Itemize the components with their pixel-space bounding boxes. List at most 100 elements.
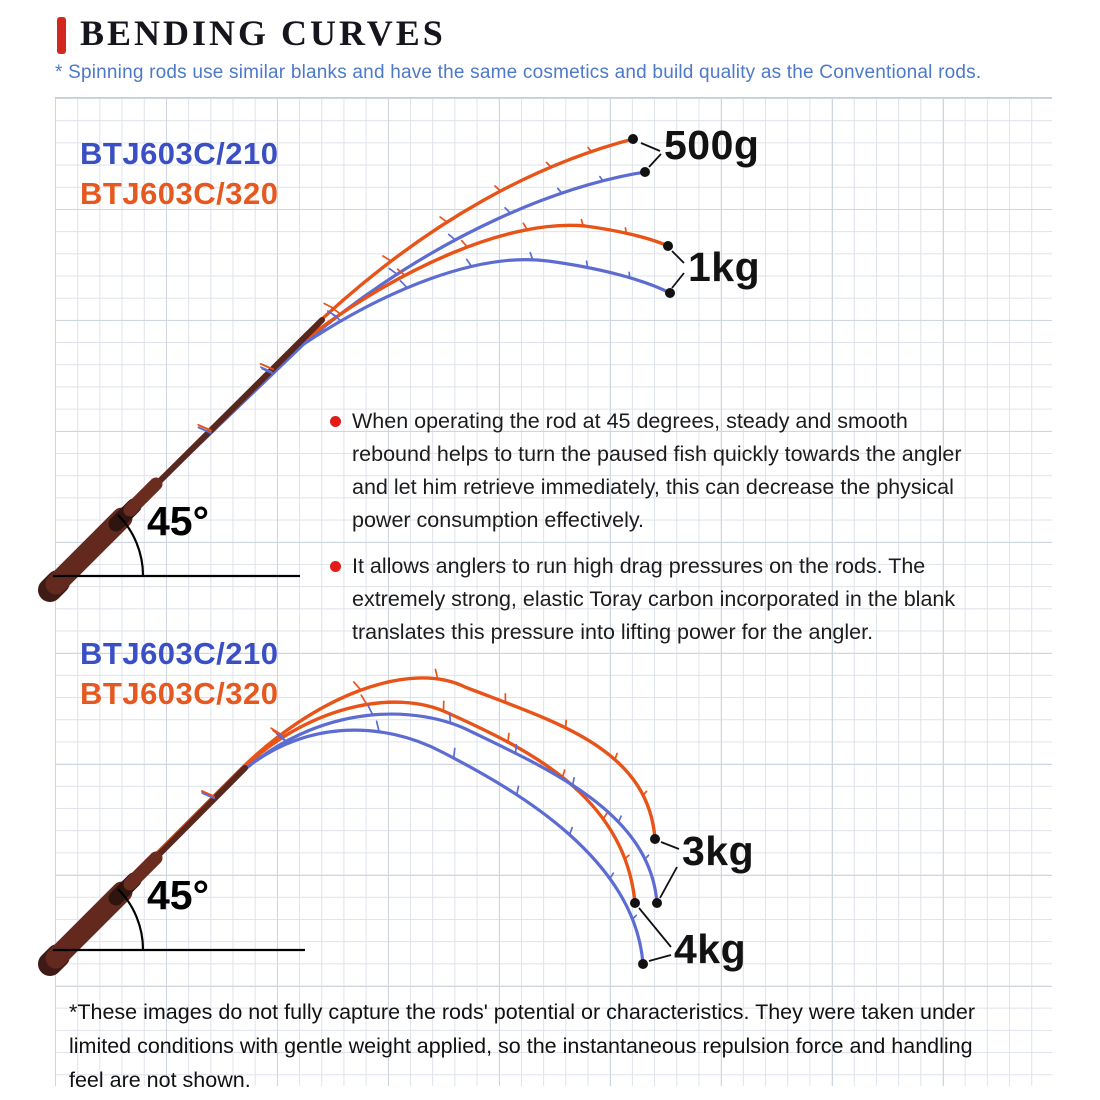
bullet-item: It allows anglers to run high drag press…: [330, 550, 1042, 649]
rod-guide-tick: [644, 854, 650, 860]
leader-3kg-orange: [660, 841, 680, 850]
rod-guide-tick: [504, 207, 512, 215]
rod-guide-tick: [330, 307, 342, 315]
title-accent-bar: [57, 17, 66, 54]
leader-4kg-orange: [638, 907, 672, 948]
rod-guide-tick: [270, 727, 283, 736]
rod-guide-tick: [529, 251, 534, 261]
rod-guide-tick: [608, 872, 615, 880]
leader-500g-orange: [640, 142, 661, 152]
rod-guide-tick: [260, 366, 273, 373]
leader-4kg-blue: [648, 954, 672, 962]
top-angle-label: 45°: [147, 498, 210, 544]
rod-guide-tick: [624, 854, 630, 860]
rod-guide-tick: [587, 146, 593, 153]
rod-guide-tick: [396, 268, 406, 277]
leader-500g-blue: [648, 153, 662, 168]
rod-guide-tick: [571, 777, 575, 787]
rod-guide-tick: [452, 747, 456, 759]
rod-guide-tick: [561, 769, 566, 779]
rod-guide-tick: [439, 216, 448, 223]
rod-guide-tick: [279, 733, 289, 745]
rod-guide-tick: [642, 790, 648, 797]
bottom-weight-label-3kg: 3kg: [682, 828, 755, 874]
tip-dot-blue-3kg: [652, 898, 662, 908]
rod-guide-tick: [580, 218, 585, 227]
rod-guide-tick: [494, 185, 502, 192]
top-curve-orange-500g: [138, 137, 635, 502]
bullet-item: When operating the rod at 45 degrees, st…: [330, 405, 1042, 537]
bottom-model-label-210: BTJ603C/210: [80, 636, 279, 671]
rod-guide-tick: [399, 280, 409, 289]
tip-dot-orange-4kg: [630, 898, 640, 908]
rod-guide-tick: [447, 233, 457, 241]
rod-guide-tick: [448, 712, 452, 724]
bullet-marker: [330, 561, 341, 572]
rod-guide-tick: [388, 267, 398, 276]
page-title: BENDING CURVES: [80, 13, 446, 53]
bottom-curve-blue-3kg: [138, 712, 659, 905]
rod-guide-tick: [434, 668, 439, 680]
rod-guide-tick: [568, 826, 574, 836]
tip-dot-blue-4kg: [638, 959, 648, 969]
top-curve-orange-1kg: [138, 223, 670, 503]
top-curve-blue-1kg: [138, 258, 672, 504]
rod-guide-tick: [201, 792, 216, 800]
rod-guide-tick: [465, 258, 473, 268]
rod-guide-tick: [564, 719, 568, 729]
bullet-marker: [330, 416, 341, 427]
rod-guide-tick: [631, 914, 638, 920]
rod-guide-tick: [460, 239, 469, 248]
bottom-model-label-320: BTJ603C/320: [80, 676, 279, 711]
bottom-weight-label-4kg: 4kg: [674, 926, 747, 972]
rod-guide-tick: [331, 313, 342, 322]
bullet-text: When operating the rod at 45 degrees, st…: [352, 409, 962, 532]
rod-guide-tick: [624, 227, 628, 235]
rod-guide-tick: [514, 743, 518, 755]
bullet-list: When operating the rod at 45 degrees, st…: [330, 405, 1042, 662]
top-angle-arc: [117, 514, 145, 577]
rod-guide-tick: [360, 694, 368, 706]
rod-guide-tick: [197, 426, 212, 434]
rod-guide-tick: [614, 752, 618, 761]
rod-foregrip: [123, 851, 163, 891]
tip-dot-blue-500g: [640, 167, 650, 177]
tip-dot-orange-1kg: [663, 241, 673, 251]
leader-1kg-orange: [671, 250, 685, 264]
rod-guide-tick: [261, 367, 274, 375]
bullet-text: It allows anglers to run high drag press…: [352, 554, 956, 644]
footnote-text: *These images do not fully capture the r…: [69, 1000, 975, 1092]
rod-guide-tick: [367, 704, 374, 716]
tip-dot-blue-1kg: [665, 288, 675, 298]
rod-guide-tick: [617, 815, 622, 823]
rod-guide-tick: [198, 424, 212, 432]
bottom-curve-orange-4kg: [138, 700, 637, 905]
rod-guide-tick: [515, 785, 520, 796]
page-subtitle: * Spinning rods use similar blanks and h…: [55, 62, 982, 83]
top-model-label-210: BTJ603C/210: [80, 136, 279, 171]
bottom-angle-arc: [117, 888, 145, 951]
rod-guide-tick: [602, 812, 608, 820]
rod-guide-tick: [261, 363, 275, 371]
rod-guide-tick: [201, 790, 215, 798]
tip-dot-orange-500g: [628, 134, 638, 144]
bottom-diagram: [38, 668, 680, 976]
top-weight-label-1kg: 1kg: [688, 244, 761, 290]
rod-guide-tick: [352, 681, 362, 691]
rod-guide-tick: [556, 187, 563, 195]
rod-foregrip: [123, 477, 163, 517]
top-diagram: [38, 134, 685, 602]
leader-1kg-blue: [671, 272, 685, 289]
top-model-label-320: BTJ603C/320: [80, 176, 279, 211]
leader-3kg-blue: [659, 866, 678, 899]
rod-guide-tick: [585, 260, 589, 269]
bottom-curve-orange-3kg: [138, 676, 657, 872]
bottom-curve-blue-4kg: [138, 728, 645, 966]
rod-guide-tick: [507, 732, 510, 743]
bottom-angle-label: 45°: [147, 872, 210, 918]
top-weight-label-500g: 500g: [664, 122, 760, 168]
rod-guide-tick: [375, 720, 380, 733]
rod-guide-tick: [382, 255, 393, 262]
